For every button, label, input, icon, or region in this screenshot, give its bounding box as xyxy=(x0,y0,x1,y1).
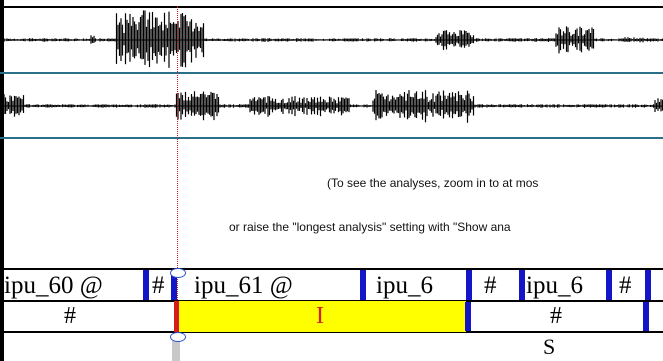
waveform-channel-2[interactable] xyxy=(4,75,663,137)
interval-label[interactable]: S xyxy=(543,334,556,359)
interval-label[interactable]: # xyxy=(152,272,165,299)
channel-divider-1 xyxy=(0,72,663,74)
left-border xyxy=(0,0,4,361)
selected-boundary-marker xyxy=(174,301,179,332)
tier-ipu-boundary[interactable] xyxy=(606,270,612,300)
top-border xyxy=(0,6,663,8)
analysis-hint-line-2: or raise the "longest analysis" setting … xyxy=(229,220,511,234)
tier-ipu: ipu_60 @ # ipu_61 @ ipu_6 # ipu_6 # xyxy=(0,270,663,300)
analysis-hint-line-1: (To see the analyses, zoom in to at mos xyxy=(327,176,539,190)
tier-ipu-boundary[interactable] xyxy=(171,270,177,300)
selection-gray-bar xyxy=(172,340,180,361)
tier-ipu-boundary[interactable] xyxy=(360,270,366,300)
waveform-channel-1[interactable] xyxy=(4,8,663,72)
interval-label[interactable]: ipu_61 @ xyxy=(194,272,293,299)
tier-ipu-boundary[interactable] xyxy=(143,270,149,300)
selected-interval-highlight[interactable] xyxy=(178,301,466,332)
selected-interval-label[interactable]: I xyxy=(316,303,324,329)
interval-label[interactable]: # xyxy=(619,272,632,299)
interval-label[interactable]: # xyxy=(550,303,562,329)
channel-divider-2 xyxy=(0,137,663,139)
tier-2-boundary[interactable] xyxy=(465,302,471,331)
interval-label[interactable]: ipu_6 xyxy=(376,272,433,299)
time-cursor[interactable] xyxy=(177,6,178,334)
tier-2-boundary[interactable] xyxy=(643,302,649,331)
interval-label[interactable]: # xyxy=(484,272,497,299)
tier-2-bottom-border xyxy=(0,331,663,333)
tier-ipu-boundary[interactable] xyxy=(466,270,472,300)
tier-ipu-boundary[interactable] xyxy=(645,270,651,300)
tier-2: # I # xyxy=(0,302,663,331)
interval-label[interactable]: # xyxy=(64,303,76,329)
tier-ipu-boundary[interactable] xyxy=(519,270,525,300)
interval-label[interactable]: ipu_6 xyxy=(526,272,583,299)
cursor-handle-top[interactable] xyxy=(170,268,186,278)
interval-label[interactable]: ipu_60 @ xyxy=(4,272,103,299)
tier-3: S xyxy=(0,333,663,361)
tier-1-top-border xyxy=(0,268,663,270)
cursor-handle-bottom[interactable] xyxy=(170,332,186,342)
